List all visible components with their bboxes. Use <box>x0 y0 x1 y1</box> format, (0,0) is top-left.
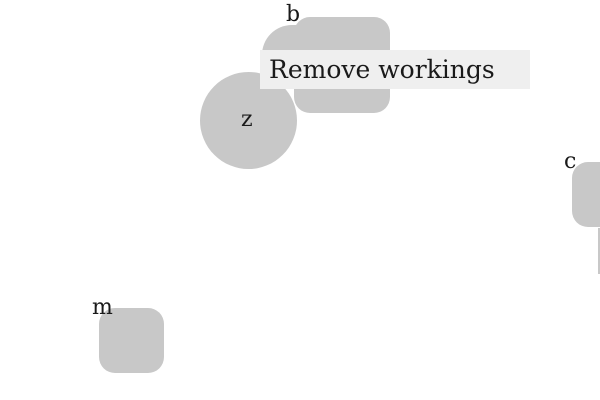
node-c-label: c <box>564 149 577 174</box>
node-c[interactable] <box>572 162 600 227</box>
node-m[interactable] <box>99 308 164 373</box>
node-b-label: b <box>286 2 301 27</box>
edge-line <box>598 228 600 274</box>
context-menu-item-label: Remove workings <box>269 55 495 84</box>
node-m-label: m <box>92 295 113 320</box>
node-z-label: z <box>241 107 253 132</box>
context-menu-remove-workings[interactable]: Remove workings <box>260 50 530 89</box>
